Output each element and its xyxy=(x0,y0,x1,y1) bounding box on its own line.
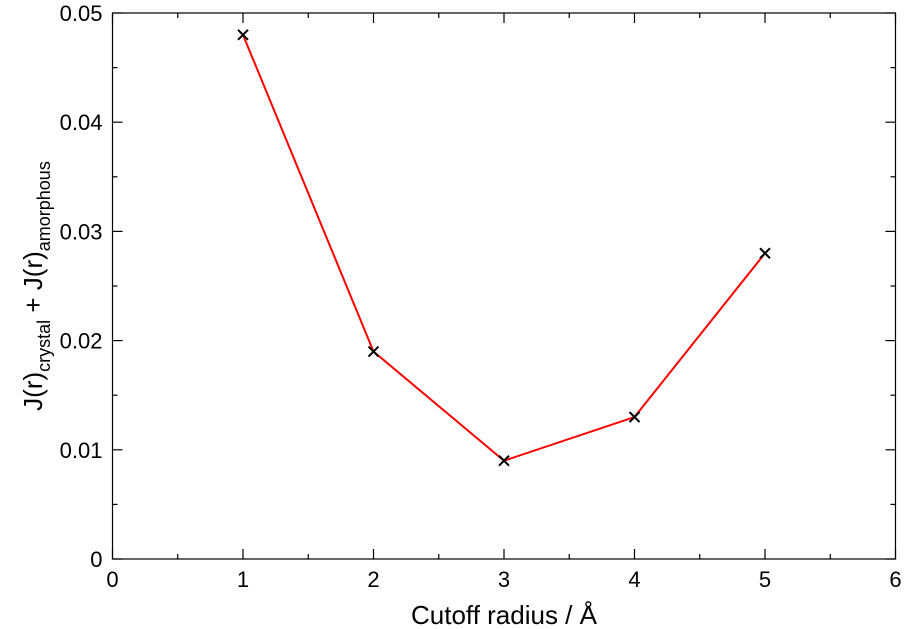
y-label-part: J(r) xyxy=(18,372,48,411)
x-tick-label: 3 xyxy=(498,567,510,592)
x-tick-label: 1 xyxy=(237,567,249,592)
x-tick-label: 5 xyxy=(759,567,771,592)
data-line xyxy=(242,34,766,462)
y-axis-label: J(r)crystal + J(r)amorphous xyxy=(18,161,54,411)
y-tick-label: 0.01 xyxy=(60,438,103,463)
y-tick-label: 0.02 xyxy=(60,329,103,354)
data-marker xyxy=(237,29,249,41)
data-marker xyxy=(628,411,641,423)
x-tick-label: 2 xyxy=(367,567,379,592)
y-tick-label: 0.04 xyxy=(60,110,103,135)
y-label-sub: amorphous xyxy=(34,161,54,251)
y-label-sub: crystal xyxy=(34,320,54,372)
y-label-part: + J(r) xyxy=(18,251,48,320)
y-tick-label: 0 xyxy=(90,547,102,572)
x-tick-label: 0 xyxy=(106,567,118,592)
x-axis-label: Cutoff radius / Å xyxy=(411,600,598,629)
data-marker xyxy=(498,455,510,467)
plot-frame xyxy=(111,12,897,560)
y-tick-label: 0.03 xyxy=(60,219,103,244)
data-marker xyxy=(367,345,380,358)
y-tick-label: 0.05 xyxy=(60,1,103,26)
data-marker xyxy=(759,247,771,259)
x-tick-label: 4 xyxy=(628,567,640,592)
x-tick-label: 6 xyxy=(889,567,901,592)
